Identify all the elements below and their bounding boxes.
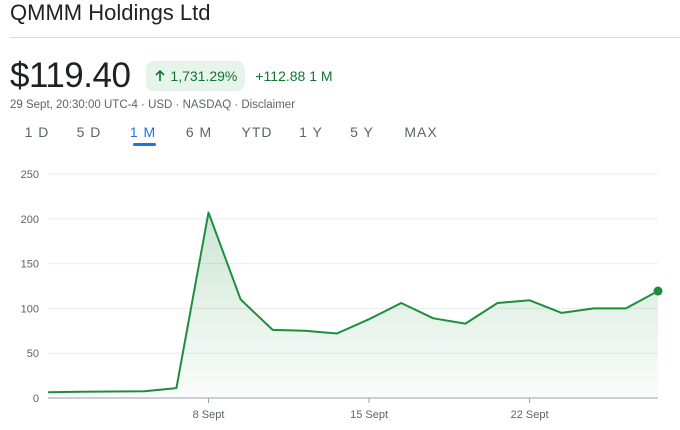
tab-max[interactable]: MAX xyxy=(404,124,438,140)
tab-6m[interactable]: 6 M xyxy=(185,124,213,140)
y-tick-label: 50 xyxy=(27,348,39,360)
tab-5d[interactable]: 5 D xyxy=(76,124,102,140)
percent-change-badge: 1,731.29% xyxy=(146,61,246,91)
x-tick-label: 8 Sept xyxy=(193,409,225,421)
tab-ytd[interactable]: YTD xyxy=(241,124,273,140)
price-line xyxy=(47,211,659,394)
y-tick-label: 0 xyxy=(33,393,39,405)
arrow-up-icon xyxy=(155,70,165,81)
absolute-change: +112.88 1 M xyxy=(255,68,333,84)
tab-1y[interactable]: 1 Y xyxy=(299,124,323,140)
quote-meta: 29 Sept, 20:30:00 UTC-4 · USD · NASDAQ ·… xyxy=(10,99,296,111)
x-tick-label: 22 Sept xyxy=(511,409,549,421)
price-area xyxy=(48,212,658,398)
y-tick-label: 200 xyxy=(21,214,39,226)
x-tick-label: 15 Sept xyxy=(350,409,388,421)
y-tick-label: 250 xyxy=(21,169,39,181)
tab-5y[interactable]: 5 Y xyxy=(350,124,374,140)
header-divider xyxy=(10,37,680,38)
quote-row: $119.40 1,731.29% +112.88 1 M xyxy=(10,56,333,96)
price-chart[interactable]: 0 50 100 150 200 250 8 Sept 15 Sept 22 Sept xyxy=(0,160,680,430)
last-price-point xyxy=(653,286,663,296)
tab-1d[interactable]: 1 D xyxy=(24,124,50,140)
current-price: $119.40 xyxy=(10,56,131,95)
percent-change-value: 1,731.29% xyxy=(170,68,238,84)
stock-title: QMMM Holdings Ltd xyxy=(10,0,211,25)
tab-1m[interactable]: 1 M xyxy=(129,124,157,140)
y-tick-label: 150 xyxy=(21,259,39,271)
y-tick-label: 100 xyxy=(21,303,39,315)
active-tab-indicator xyxy=(133,143,156,146)
